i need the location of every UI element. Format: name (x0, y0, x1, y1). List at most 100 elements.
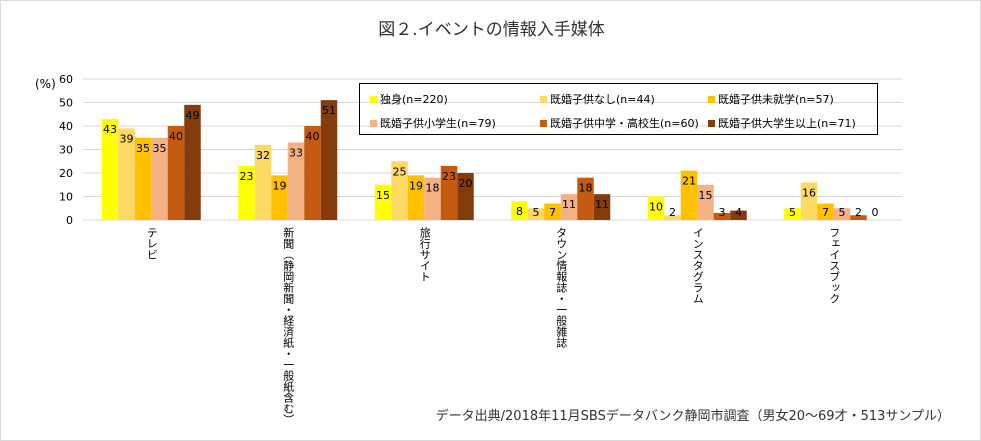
bar (320, 100, 338, 220)
bar (680, 170, 698, 220)
bar (817, 203, 834, 220)
data-label: 3 (719, 206, 726, 219)
data-label: 11 (595, 198, 609, 211)
data-label: 11 (562, 198, 576, 211)
bar (304, 126, 321, 220)
bar (254, 144, 272, 220)
legend-swatch (540, 95, 547, 103)
bar (457, 173, 474, 220)
legend-swatch (370, 119, 377, 127)
bar (697, 184, 714, 220)
y-tick-label: 0 (66, 214, 73, 227)
data-label: 5 (789, 206, 796, 219)
chart-title: 図２.イベントの情報入手媒体 (378, 20, 605, 40)
legend-label: 既婚子供小学生(n=79) (380, 117, 496, 130)
data-label: 40 (306, 130, 320, 143)
data-label: 19 (409, 179, 423, 192)
legend-swatch (370, 95, 377, 103)
bar (424, 177, 441, 220)
bar (271, 175, 288, 220)
bar (407, 175, 425, 220)
bar (730, 210, 747, 220)
legend-item: 既婚子供未就学(n=57) (708, 91, 834, 107)
data-label: 15 (699, 189, 713, 202)
legend-label: 既婚子供未就学(n=57) (718, 93, 834, 106)
legend-item: 既婚子供大学生以上(n=71) (708, 115, 856, 131)
legend-swatch (708, 119, 715, 127)
legend-item: 既婚子供中学・高校生(n=60) (540, 115, 699, 131)
data-label: 32 (256, 149, 270, 162)
legend-label: 既婚子供中学・高校生(n=60) (550, 117, 699, 130)
data-label: 21 (682, 175, 696, 188)
data-label: 7 (822, 206, 829, 219)
data-label: 2 (855, 206, 862, 219)
legend-item: 独身(n=220) (370, 91, 448, 107)
x-tick-label: インスタグラム (691, 227, 705, 304)
legend: 独身(n=220) 既婚子供なし(n=44) 既婚子供未就学(n=57) 既婚子供小学… (359, 83, 878, 135)
legend-label: 既婚子供なし(n=44) (550, 93, 655, 106)
bar (167, 126, 185, 220)
x-tick-label: テレビ (145, 227, 159, 260)
data-label: 25 (393, 165, 407, 178)
y-axis-unit: (%) (35, 77, 56, 91)
bar (287, 142, 305, 220)
y-tick-label: 60 (59, 73, 73, 86)
y-tick-label: 30 (59, 144, 73, 157)
data-label: 40 (169, 130, 183, 143)
bar (374, 184, 392, 220)
bar (713, 212, 731, 220)
legend-item: 既婚子供なし(n=44) (540, 91, 655, 107)
bar (850, 215, 867, 220)
y-tick-label: 40 (59, 120, 73, 133)
bar (560, 194, 578, 220)
bar (184, 104, 201, 220)
bar (118, 128, 135, 220)
data-label: 39 (120, 132, 134, 145)
data-label: 8 (516, 205, 523, 218)
legend-swatch (708, 95, 715, 103)
data-label: 7 (549, 206, 556, 219)
data-label: 35 (153, 142, 167, 155)
data-label: 18 (579, 182, 593, 195)
data-label: 20 (459, 177, 473, 190)
data-label: 16 (802, 186, 816, 199)
bar (544, 203, 561, 220)
bar (134, 137, 152, 220)
x-tick-label: 新聞（静岡新聞・経済紙・一般紙含む） (281, 227, 295, 425)
bar (664, 215, 681, 220)
bar (527, 208, 545, 220)
y-tick-label: 20 (59, 167, 73, 180)
bar (800, 182, 818, 220)
data-label: 4 (735, 206, 742, 219)
bar (511, 201, 528, 220)
data-label: 5 (533, 206, 540, 219)
bar (833, 208, 851, 220)
legend-label: 既婚子供大学生以上(n=71) (718, 117, 856, 130)
data-label: 49 (186, 109, 200, 122)
bar (101, 118, 119, 220)
x-tick-label: タウン情報誌・一般雑誌 (554, 227, 568, 348)
data-label: 19 (273, 179, 287, 192)
bar (647, 196, 665, 220)
y-tick-label: 10 (59, 191, 73, 204)
data-label: 18 (426, 182, 440, 195)
data-label: 5 (839, 206, 846, 219)
x-tick-label: フェイスブック (827, 227, 841, 304)
source-note: データ出典/2018年11月SBSデータバンク静岡市調査（男女20〜69才・51… (435, 409, 950, 424)
data-label: 15 (376, 189, 390, 202)
legend-item: 既婚子供小学生(n=79) (370, 115, 496, 131)
bar (238, 165, 255, 220)
bar (391, 161, 408, 220)
data-label: 35 (136, 142, 150, 155)
legend-swatch (540, 119, 547, 127)
bar (151, 137, 168, 220)
data-label: 0 (872, 206, 879, 219)
data-label: 33 (289, 146, 303, 159)
data-label: 2 (669, 206, 676, 219)
y-tick-label: 50 (59, 97, 73, 110)
bar (784, 208, 801, 220)
data-label: 51 (322, 104, 336, 117)
bar (593, 194, 611, 220)
